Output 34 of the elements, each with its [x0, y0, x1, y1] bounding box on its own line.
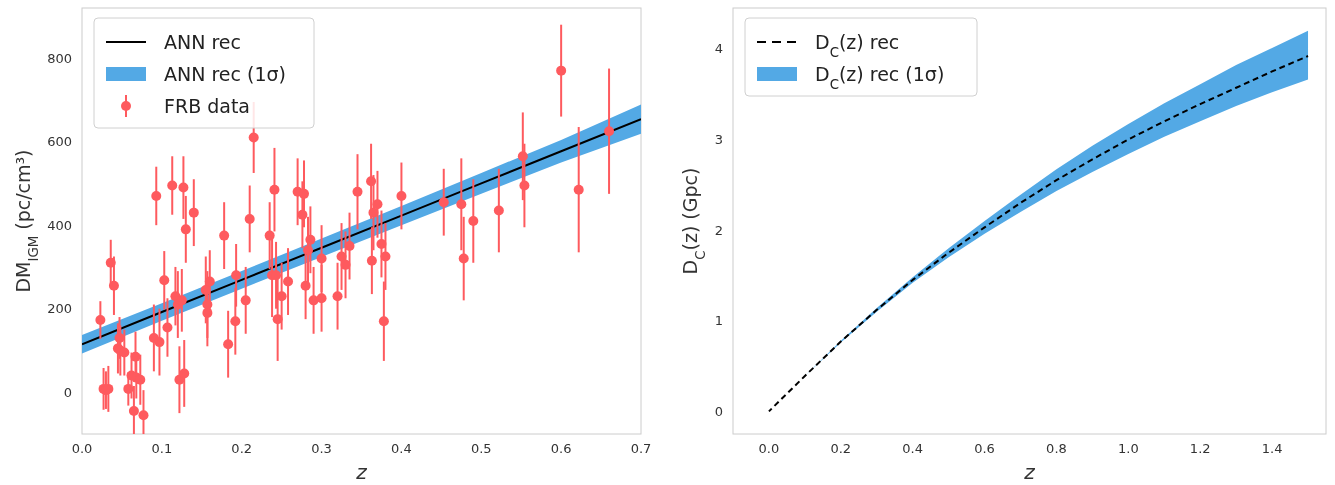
- x-tick-label: 0.1: [151, 441, 173, 456]
- x-tick-label: 0.0: [71, 441, 93, 456]
- y-tick-label: 200: [47, 301, 72, 317]
- y-tick-label: 800: [47, 50, 72, 66]
- x-tick-label: 0.3: [311, 441, 332, 456]
- x-axis-title: z: [355, 460, 368, 484]
- line-series: [767, 55, 1310, 413]
- legend-label: ANN rec: [164, 31, 241, 53]
- x-axis-title: z: [1023, 460, 1036, 484]
- x-tick-label: 0.7: [630, 441, 652, 456]
- x-tick-label: 0.2: [830, 441, 852, 456]
- y-tick-label: 400: [47, 217, 72, 233]
- x-tick-label: 0.4: [391, 441, 412, 456]
- y-tick-label: 2: [714, 222, 723, 238]
- y-tick-label: 600: [47, 134, 72, 150]
- y-tick-label: 0: [714, 403, 723, 419]
- legend-label: D$_{C}$(z) rec: [815, 31, 900, 60]
- x-tick-label: 0.0: [758, 441, 780, 456]
- x-tick-label: 0.5: [470, 441, 492, 456]
- x-tick-label: 1.4: [1261, 441, 1283, 456]
- y-tick-label: 4: [714, 41, 723, 57]
- legend-label: ANN rec (1σ): [164, 63, 286, 85]
- x-tick-label: 0.2: [231, 441, 253, 456]
- x-tick-label: 0.6: [550, 441, 572, 456]
- y-tick-label: 1: [714, 313, 723, 329]
- legend-label: FRB data: [164, 95, 251, 117]
- x-tick-label: 0.4: [902, 441, 924, 456]
- x-tick-label: 0.6: [974, 441, 995, 456]
- y-tick-label: 3: [714, 131, 723, 147]
- x-tick-label: 1.0: [1117, 441, 1139, 456]
- y-tick-label: 0: [63, 384, 72, 400]
- x-tick-label: 0.8: [1046, 441, 1067, 456]
- legend-label: D$_{C}$(z) rec (1σ): [815, 63, 945, 92]
- x-tick-label: 1.2: [1189, 441, 1211, 456]
